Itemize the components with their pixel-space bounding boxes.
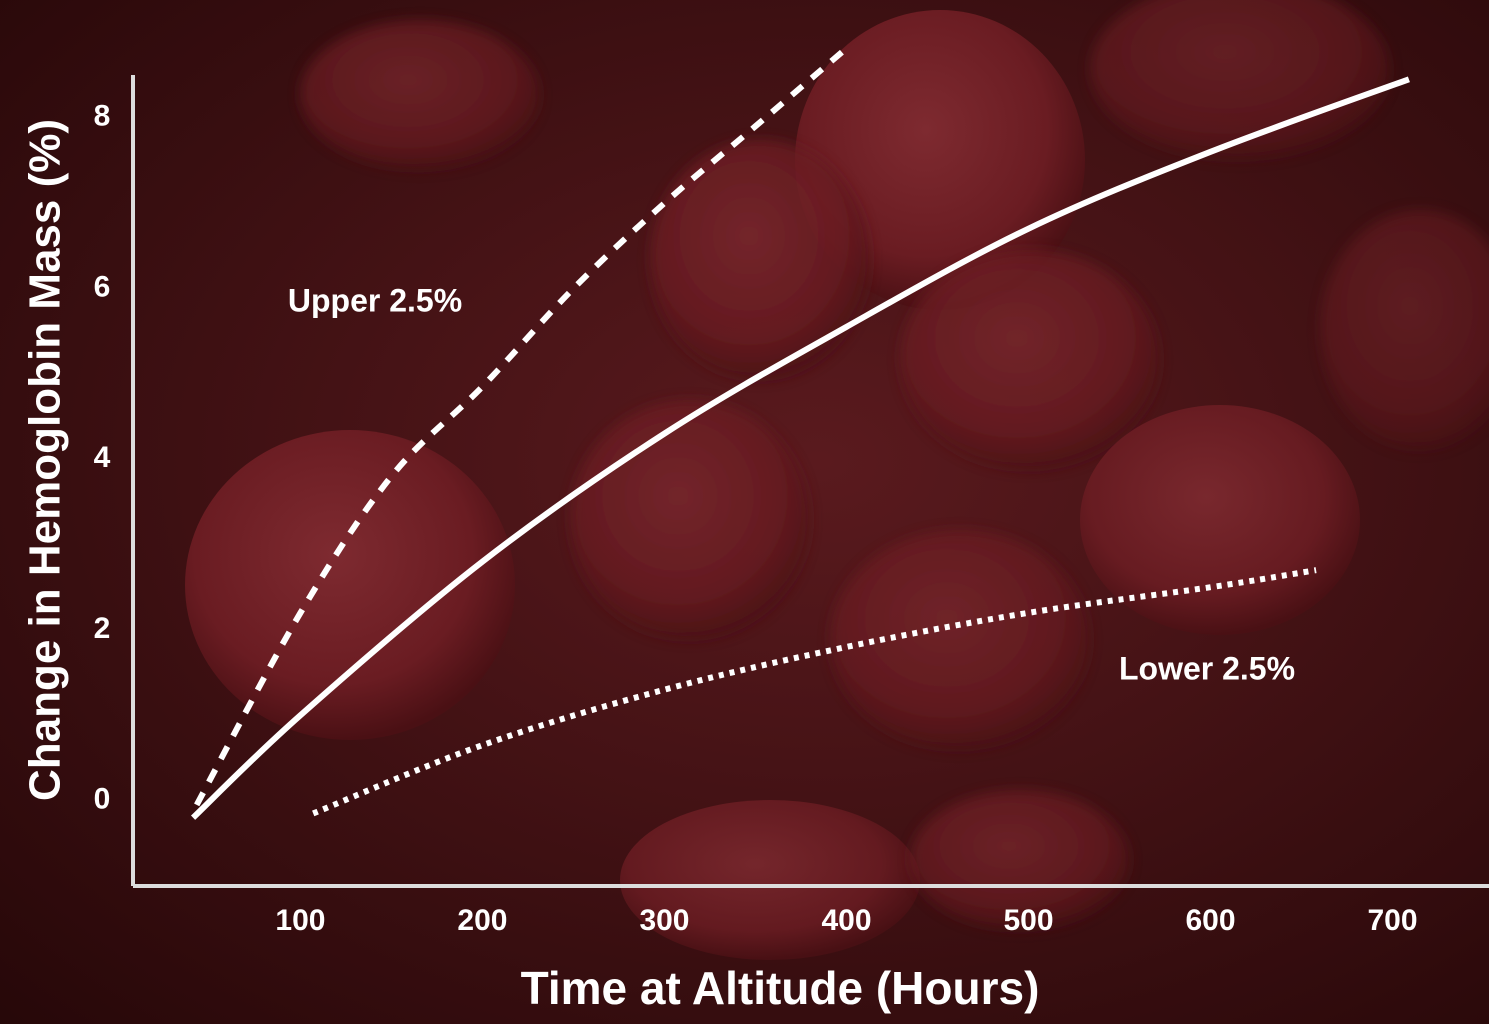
x-tick-label: 300 (639, 904, 689, 937)
x-tick-label: 400 (821, 904, 871, 937)
x-tick-label: 500 (1003, 904, 1053, 937)
y-axis-title: Change in Hemoglobin Mass (%) (21, 119, 70, 801)
y-tick-label: 4 (94, 441, 111, 474)
x-tick-label: 200 (457, 904, 507, 937)
annotation: Lower 2.5% (1119, 650, 1295, 686)
page: Change in Hemoglobin Mass (%) Time at Al… (0, 0, 1489, 1024)
x-tick-label: 700 (1368, 904, 1418, 937)
y-tick-label: 0 (94, 783, 111, 816)
y-tick-label: 6 (94, 270, 111, 303)
annotation: Upper 2.5% (288, 282, 462, 318)
x-tick-label: 600 (1185, 904, 1235, 937)
x-tick-label: 100 (275, 904, 325, 937)
x-axis-title: Time at Altitude (Hours) (521, 962, 1040, 1014)
y-tick-label: 2 (94, 612, 111, 645)
chart: Change in Hemoglobin Mass (%) Time at Al… (0, 0, 1489, 1024)
y-tick-label: 8 (94, 100, 111, 133)
